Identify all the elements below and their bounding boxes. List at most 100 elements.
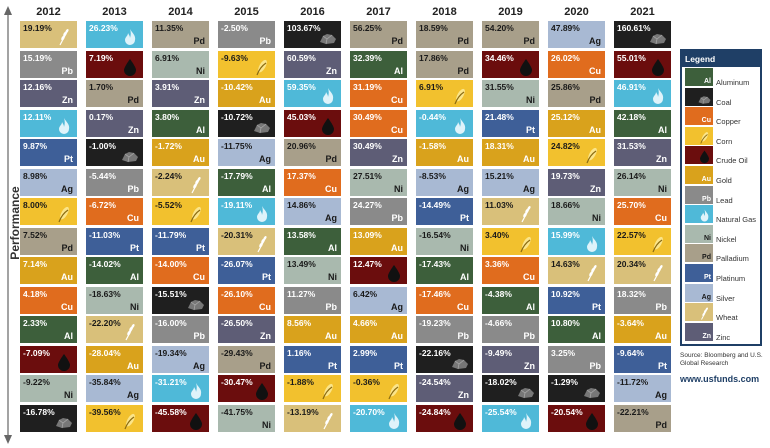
element-symbol: Ag (61, 183, 73, 194)
commodity-cell: 12.16% Zn (20, 80, 77, 107)
commodity-cell: 7.14% Au (20, 257, 77, 284)
return-value: -18.63% (89, 288, 121, 299)
commodity-cell: 26.14% Ni (614, 168, 671, 196)
year-column-2018: 2018 18.59% Pd 17.86% Pd 6.91% -0.44% -1.58% Au -… (416, 4, 473, 432)
return-value: -13.19% (287, 406, 319, 417)
commodity-cell: -11.72% Ag (614, 375, 671, 402)
element-symbol: Au (259, 95, 271, 105)
return-value: -17.46% (419, 288, 451, 299)
legend-symbol: Au (701, 176, 711, 183)
element-symbol: Pb (325, 301, 337, 312)
corn-icon (520, 236, 531, 252)
commodity-cell: -14.00% Cu (152, 257, 209, 284)
return-value: -10.72% (221, 111, 253, 122)
commodity-cell: 34.46% (482, 50, 539, 78)
commodity-cell: 45.03% (284, 109, 341, 137)
return-value: 1.70% (89, 82, 114, 92)
return-value: -11.03% (89, 229, 121, 240)
return-value: -5.52% (155, 200, 182, 210)
flame-icon (653, 88, 664, 104)
return-value: -5.44% (89, 170, 116, 181)
year-header: 2012 (36, 6, 61, 18)
commodity-cell: -9.22% Ni (20, 375, 77, 402)
commodity-cell: 20.96% Pd (284, 139, 341, 166)
return-value: -20.31% (221, 229, 253, 240)
flame-icon (323, 88, 334, 104)
coal-icon (650, 34, 666, 45)
wheat-icon (323, 412, 333, 429)
commodity-cell: -26.10% Cu (218, 286, 275, 314)
commodity-cell: 19.73% Zn (548, 168, 605, 196)
commodity-cell: 11.03% (482, 198, 539, 225)
commodity-cell: 3.36% Cu (482, 257, 539, 284)
commodity-cell: 22.57% (614, 227, 671, 255)
return-value: -14.00% (155, 259, 187, 269)
return-value: 13.49% (287, 259, 316, 269)
element-symbol: Pt (328, 360, 337, 371)
element-symbol: Pb (391, 213, 403, 223)
performance-arrow (4, 6, 12, 444)
return-value: 12.11% (23, 111, 52, 122)
commodity-cell: 18.59% Pd (416, 21, 473, 48)
element-symbol: Ag (457, 183, 469, 194)
commodity-cell: 26.23% (86, 21, 143, 48)
commodity-cell: -5.44% Pb (86, 168, 143, 196)
return-value: 9.87% (23, 141, 48, 151)
return-value: 6.91% (155, 52, 180, 63)
commodity-cell: 103.67% (284, 21, 341, 48)
element-symbol: Cu (457, 301, 469, 312)
legend-swatch: Pb (685, 185, 713, 204)
legend-item: Cu Copper (685, 107, 763, 126)
element-symbol: Au (457, 154, 469, 164)
legend-symbol: Pt (704, 274, 711, 281)
website-link[interactable]: www.usfunds.com (680, 374, 760, 384)
legend-label: Gold (716, 176, 732, 185)
commodity-cell: -14.49% Pt (416, 198, 473, 225)
commodity-cell: -9.64% Pt (614, 345, 671, 373)
return-value: 160.61% (617, 23, 651, 33)
element-symbol: Pt (130, 242, 139, 253)
flame-icon (257, 206, 268, 222)
commodity-cell: -9.63% (218, 50, 275, 78)
wheat-icon (257, 235, 267, 252)
commodity-cell: -18.63% Ni (86, 286, 143, 314)
commodity-cell: -6.72% Cu (86, 198, 143, 225)
return-value: 10.92% (551, 288, 580, 299)
return-value: -1.00% (89, 141, 116, 151)
element-symbol: Cu (61, 301, 73, 312)
return-value: 45.03% (287, 111, 316, 122)
commodity-cell: 24.27% Pb (350, 198, 407, 225)
legend-swatch: Cu (685, 107, 713, 126)
element-symbol: Pd (457, 36, 469, 46)
return-value: -26.07% (221, 259, 253, 269)
oil-drop-icon (700, 150, 709, 164)
commodity-cell: -1.00% (86, 139, 143, 166)
return-value: -4.66% (485, 318, 512, 328)
oil-drop-icon (322, 117, 334, 135)
legend-item: Ag Silver (685, 283, 763, 303)
return-value: 26.14% (617, 170, 646, 181)
return-value: 56.25% (353, 23, 382, 33)
oil-drop-icon (124, 58, 136, 76)
element-symbol: Ni (394, 183, 403, 194)
legend-label: Nickel (716, 234, 737, 244)
commodity-cell: 6.91% Ni (152, 50, 209, 78)
return-value: 11.27% (287, 288, 316, 299)
legend-label: Corn (716, 136, 733, 146)
element-symbol: Pd (259, 360, 271, 371)
return-value: -9.63% (221, 52, 248, 63)
return-value: 25.12% (551, 111, 580, 122)
year-header: 2019 (498, 6, 523, 18)
element-symbol: Ag (127, 390, 139, 400)
return-value: 7.14% (23, 259, 48, 269)
legend-item: Wheat (685, 303, 763, 322)
element-symbol: Au (193, 154, 205, 164)
commodity-cell: -16.78% (20, 404, 77, 432)
coal-icon (254, 122, 270, 133)
return-value: 25.70% (617, 200, 646, 210)
element-symbol: Cu (391, 124, 403, 135)
return-value: 46.91% (617, 82, 646, 92)
element-symbol: Pb (589, 360, 601, 371)
legend-symbol: Al (704, 78, 711, 85)
element-symbol: Pb (457, 331, 469, 341)
